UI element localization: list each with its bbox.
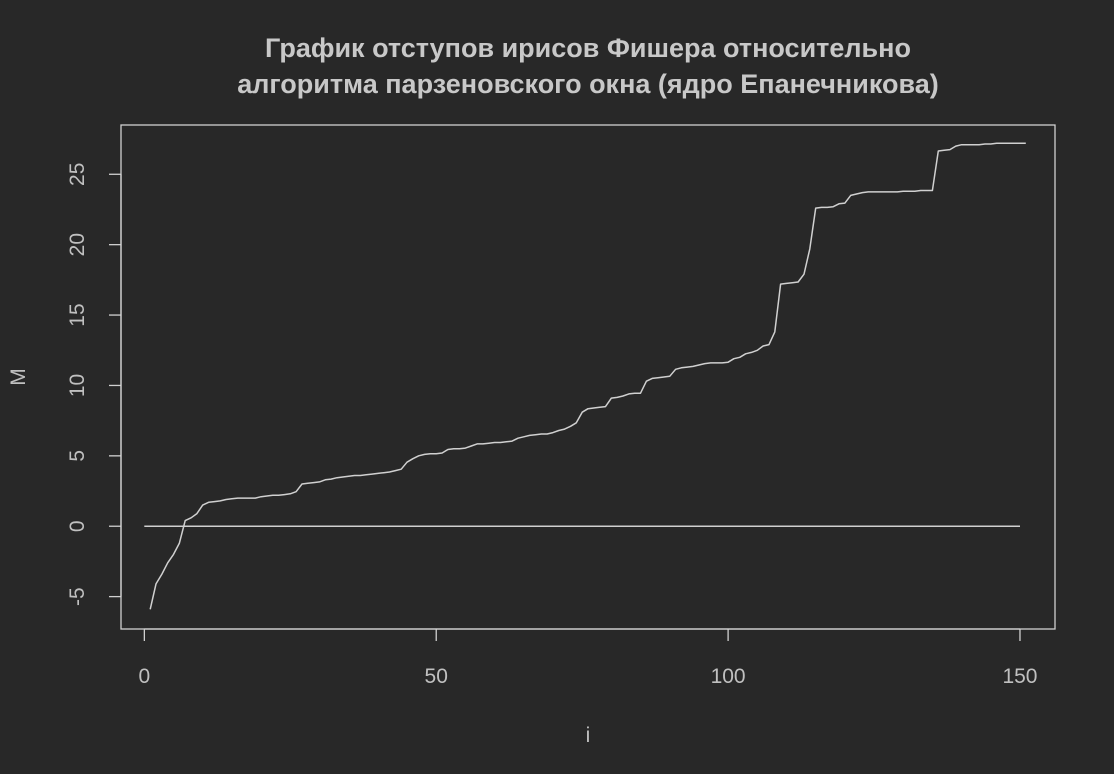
y-tick-label: 10 (66, 374, 89, 397)
y-tick-label: 15 (66, 303, 89, 326)
x-axis-label: i (586, 724, 591, 747)
y-tick-label: 20 (66, 233, 89, 256)
x-tick-label: 0 (139, 665, 151, 688)
y-axis-label: M (7, 368, 30, 386)
y-tick-label: 25 (66, 163, 89, 186)
y-axis: -5 0 5 10 15 20 25 (66, 163, 122, 606)
x-tick-label: 100 (711, 665, 746, 688)
margin-line (149, 142, 1026, 610)
series-group (144, 142, 1026, 610)
x-tick-label: 150 (1002, 665, 1037, 688)
chart-title-line-2: алгоритма парзеновского окна (ядро Епане… (237, 69, 939, 99)
x-axis: 0 50 100 150 (139, 628, 1037, 688)
x-tick-label: 50 (425, 665, 448, 688)
y-tick-label: -5 (66, 587, 89, 606)
chart-title-line-1: График отступов ирисов Фишера относитель… (265, 33, 911, 63)
y-tick-label: 0 (66, 520, 89, 532)
y-tick-label: 5 (66, 450, 89, 462)
